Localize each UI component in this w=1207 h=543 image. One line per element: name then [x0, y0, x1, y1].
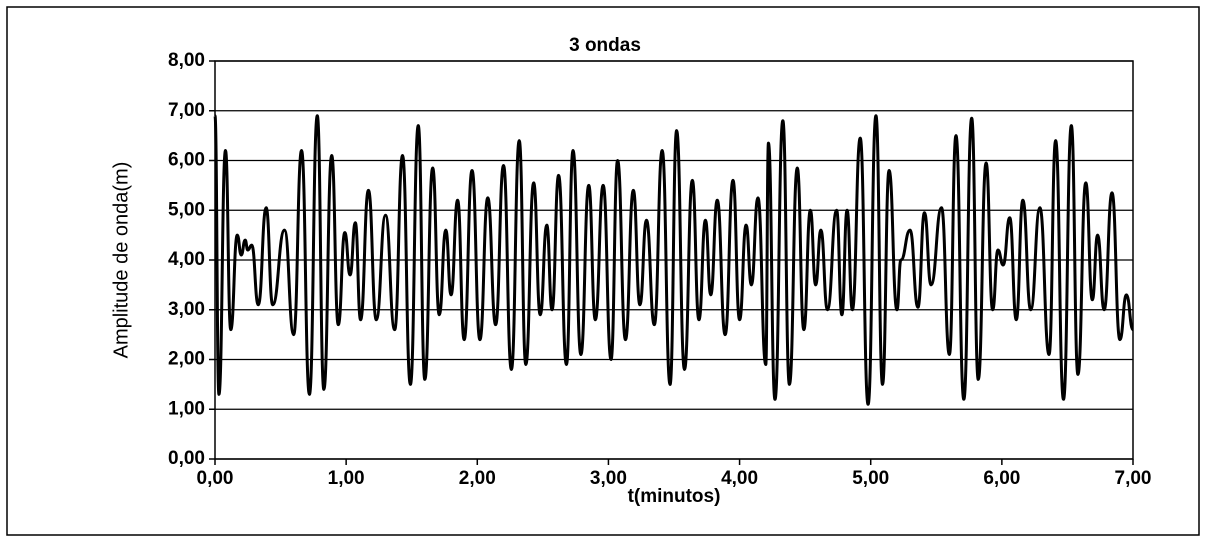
x-tick-label: 0,00 — [197, 468, 234, 489]
y-tick-label: 6,00 — [168, 150, 205, 171]
data-line — [213, 114, 1135, 406]
y-tick-label: 0,00 — [168, 448, 205, 469]
x-tick-label: 6,00 — [983, 468, 1020, 489]
y-tick-label: 4,00 — [168, 249, 205, 270]
x-tick-label: 2,00 — [459, 468, 496, 489]
x-axis-label: t(minutos) — [628, 486, 721, 507]
y-tick-label: 1,00 — [168, 398, 205, 419]
y-axis-label: Amplitude de onda(m) — [110, 162, 132, 359]
x-tick-label: 5,00 — [852, 468, 889, 489]
x-tick-label: 7,00 — [1115, 468, 1152, 489]
y-tick-label: 2,00 — [168, 349, 205, 370]
y-tick-label: 7,00 — [168, 100, 205, 121]
x-tick-label: 1,00 — [328, 468, 365, 489]
y-tick-label: 3,00 — [168, 299, 205, 320]
y-tick-label: 5,00 — [168, 199, 205, 220]
y-tick-label: 8,00 — [168, 50, 205, 71]
x-tick-label: 3,00 — [590, 468, 627, 489]
chart-title: 3 ondas — [569, 35, 641, 56]
x-tick-label: 4,00 — [721, 468, 758, 489]
